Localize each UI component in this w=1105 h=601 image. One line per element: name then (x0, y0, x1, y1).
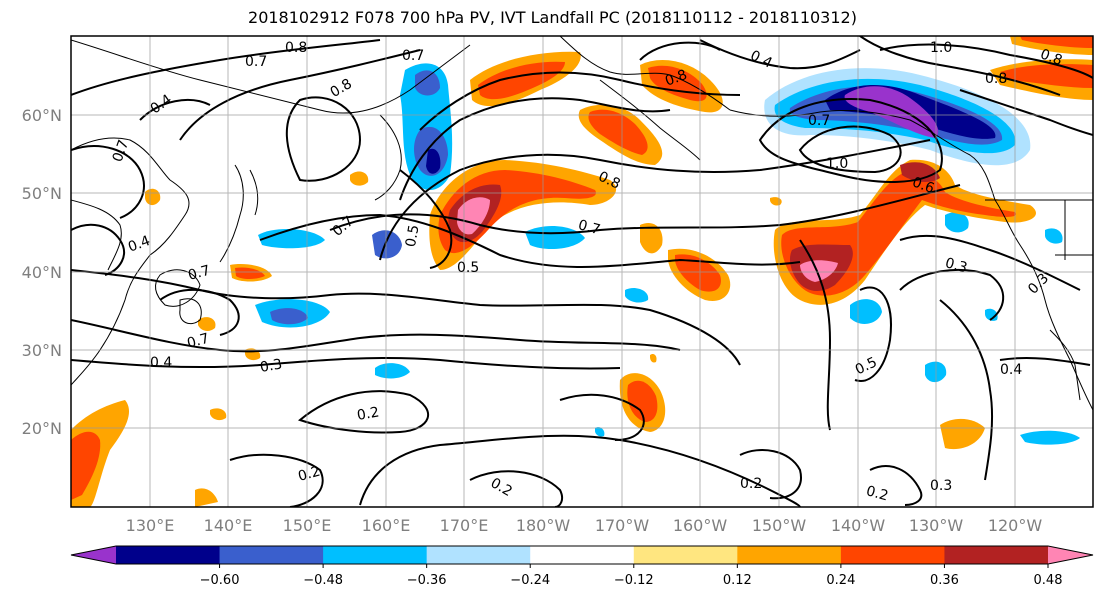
colorbar-segment (116, 546, 221, 564)
positive-anomaly-aleutian (429, 160, 617, 270)
contour-label: 0.7 (402, 48, 424, 64)
lon-label: 160°W (673, 516, 728, 535)
lon-label: 150°W (752, 516, 807, 535)
colorbar: −0.60 −0.48 −0.36 −0.24 −0.12 0.12 0.24 0.36 0.4… (70, 545, 1094, 588)
contour-label: 0.8 (985, 71, 1007, 87)
colorbar-segment (944, 546, 1049, 564)
colorbar-segment (737, 546, 842, 564)
colorbar-segment (426, 546, 531, 564)
colorbar-tick-label: −0.24 (510, 573, 550, 588)
colorbar-segment (323, 546, 428, 564)
lat-label: 30°N (22, 341, 62, 360)
contour-label: 0.2 (488, 475, 515, 500)
contour-label: 0.8 (663, 67, 689, 90)
contours (71, 36, 1093, 507)
lon-label: 150°E (283, 516, 332, 535)
contour-label: 0.7 (576, 217, 602, 238)
contour-label: 0.7 (185, 331, 211, 352)
lon-label: 160°E (362, 516, 411, 535)
contour-label: 0.7 (186, 263, 212, 284)
lat-axis-labels: 60°N 50°N 40°N 30°N 20°N (22, 106, 62, 438)
lon-label: 130°W (909, 516, 964, 535)
contour-label: 0.3 (259, 356, 284, 376)
contour-label: 0.2 (864, 483, 890, 504)
colorbar-tick-label: 0.24 (826, 573, 855, 588)
contour-label: 0.2 (356, 404, 381, 424)
colorbar-tick-label: −0.12 (614, 573, 654, 588)
contour-label: 0.3 (943, 255, 969, 276)
colorbar-tick-label: 0.12 (723, 573, 752, 588)
contour-label: 0.5 (457, 260, 479, 276)
colorbar-tick-label: −0.36 (407, 573, 447, 588)
colorbar-tick-label: 0.36 (930, 573, 959, 588)
contour-label: 1.0 (826, 156, 848, 172)
contour-label: 0.4 (748, 48, 775, 72)
contour-label: 0.6 (910, 174, 936, 197)
lon-label: 170°E (440, 516, 489, 535)
lat-label: 50°N (22, 184, 62, 203)
positive-anomaly-northeast-pacific (773, 159, 1036, 305)
contour-label: 0.4 (150, 355, 172, 371)
contour-label: 1.0 (930, 40, 952, 56)
gridlines (71, 36, 1093, 507)
lon-axis-labels: 130°E 140°E 150°E 160°E 170°E 180°W 170°… (126, 516, 1043, 535)
negative-anomaly-kamchatka (400, 63, 453, 190)
contour-label: 0.5 (403, 224, 423, 249)
colorbar-segment (840, 546, 945, 564)
coastlines (71, 36, 1093, 411)
map-frame (70, 35, 1094, 508)
lon-label: 130°E (126, 516, 175, 535)
colorbar-tick-label: 0.48 (1034, 573, 1063, 588)
colorbar-segment (530, 546, 635, 564)
contour-label: 0.8 (285, 40, 307, 56)
colorbar-tick-label: −0.48 (303, 573, 343, 588)
contour-label: 0.7 (110, 138, 133, 164)
contour-label: 0.3 (930, 478, 952, 494)
lon-label: 140°E (204, 516, 253, 535)
contour-label: 0.4 (126, 233, 152, 256)
lon-label: 180°W (516, 516, 571, 535)
map-title: 2018102912 F078 700 hPa PV, IVT Landfall… (248, 8, 857, 27)
colorbar-extend-high (1048, 546, 1093, 564)
pv-shading (71, 36, 1093, 507)
lat-label: 20°N (22, 419, 62, 438)
lon-label: 140°W (831, 516, 886, 535)
lon-label: 120°W (988, 516, 1043, 535)
contour-label: 0.7 (245, 54, 267, 70)
contour-label: 0.2 (740, 476, 762, 492)
lon-label: 170°W (595, 516, 650, 535)
contour-label: 0.4 (1000, 362, 1022, 378)
colorbar-segment (219, 546, 324, 564)
colorbar-outline (70, 545, 1094, 565)
contour-label: 0.7 (808, 113, 830, 129)
lat-label: 40°N (22, 263, 62, 282)
colorbar-segment (633, 546, 738, 564)
contour-label: 0.8 (328, 76, 355, 101)
colorbar-tick-label: −0.60 (200, 573, 240, 588)
contour-label: 0.2 (296, 464, 322, 485)
contour-label: 0.4 (148, 92, 175, 118)
colorbar-extend-low (71, 546, 116, 564)
lat-label: 60°N (22, 106, 62, 125)
contour-label: 0.8 (1038, 46, 1064, 69)
